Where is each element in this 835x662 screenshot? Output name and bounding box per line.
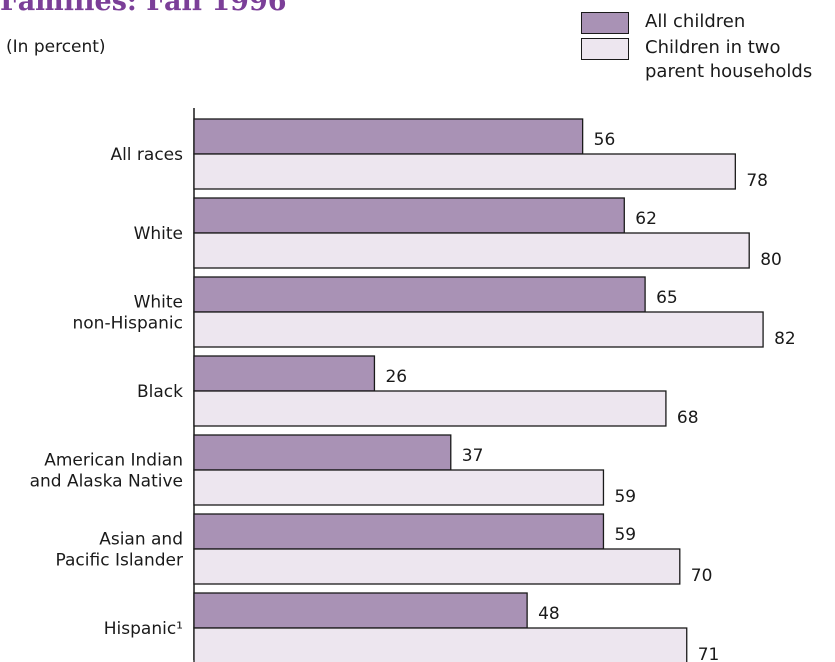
legend-label-two-parent-line1: Children in two <box>645 37 781 58</box>
legend-label-two-parent-line2: parent households <box>645 61 813 82</box>
data-label: 26 <box>385 367 407 387</box>
legend-label-all-children: All children <box>645 11 746 32</box>
bar-all-children <box>193 513 605 550</box>
category-label: Hispanic¹ <box>104 619 183 639</box>
bar-two-parent <box>193 469 605 506</box>
data-label: 78 <box>746 171 768 191</box>
data-label: 65 <box>656 288 678 308</box>
data-label: 68 <box>677 408 699 428</box>
legend-swatch-all-children <box>581 12 629 34</box>
chart-subtitle: (In percent) <box>6 37 106 57</box>
category-label: White <box>134 293 183 313</box>
bar-all-children <box>193 434 452 471</box>
data-label: 48 <box>538 604 560 624</box>
bar-two-parent <box>193 232 750 269</box>
bar-all-children <box>193 276 646 313</box>
data-label: 82 <box>774 329 796 349</box>
category-label: and Alaska Native <box>30 472 183 492</box>
chart-title: Families: Fall 1996 <box>0 0 287 17</box>
bar-two-parent <box>193 311 764 348</box>
bar-two-parent <box>193 390 667 427</box>
data-label: 56 <box>594 130 616 150</box>
bar-all-children <box>193 355 376 392</box>
category-label: Pacific Islander <box>56 551 183 571</box>
bar-all-children <box>193 118 584 155</box>
data-label: 62 <box>635 209 657 229</box>
category-label: American Indian <box>44 451 183 471</box>
bar-two-parent <box>193 548 681 585</box>
data-label: 37 <box>462 446 484 466</box>
bar-all-children <box>193 197 625 234</box>
data-label: 59 <box>614 487 636 507</box>
bar-two-parent <box>193 627 688 662</box>
data-label: 80 <box>760 250 782 270</box>
category-label: White <box>134 224 183 244</box>
data-label: 59 <box>614 525 636 545</box>
category-label: Asian and <box>99 530 183 550</box>
legend-label-two-parent: Children in two parent households <box>645 36 835 84</box>
data-label: 71 <box>698 645 720 662</box>
category-label: Black <box>137 382 183 402</box>
bar-two-parent <box>193 153 736 190</box>
category-label: non-Hispanic <box>73 314 184 334</box>
legend-swatch-two-parent <box>581 38 629 60</box>
bar-all-children <box>193 592 528 629</box>
category-label: All races <box>110 145 183 165</box>
data-label: 70 <box>691 566 713 586</box>
